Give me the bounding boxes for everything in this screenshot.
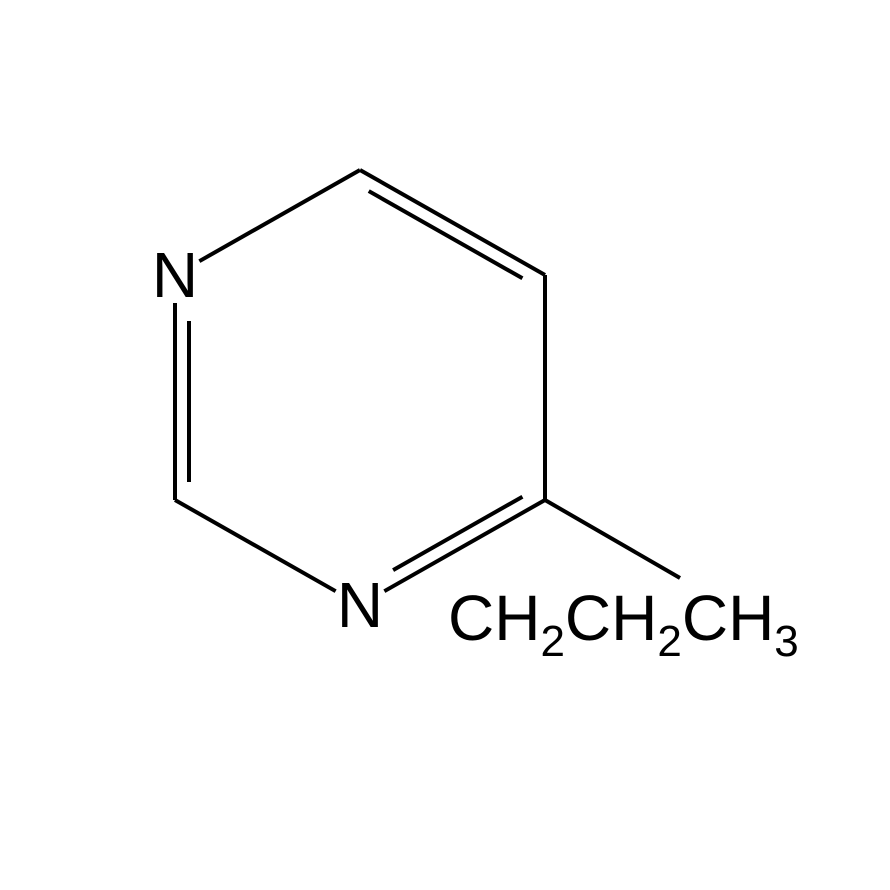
bond — [199, 170, 360, 261]
bond — [360, 170, 545, 275]
atom-label-N3: N — [337, 569, 383, 641]
bond — [175, 500, 336, 591]
bond-inner — [369, 191, 523, 278]
substituent-bond — [545, 500, 680, 578]
substituent-formula: CH2​CH2​CH3​ — [448, 582, 799, 666]
atom-label-N1: N — [152, 239, 198, 311]
molecule-diagram: N N CH2​CH2​CH3​ — [0, 0, 890, 890]
bond — [384, 500, 545, 591]
bond-inner — [393, 497, 522, 570]
